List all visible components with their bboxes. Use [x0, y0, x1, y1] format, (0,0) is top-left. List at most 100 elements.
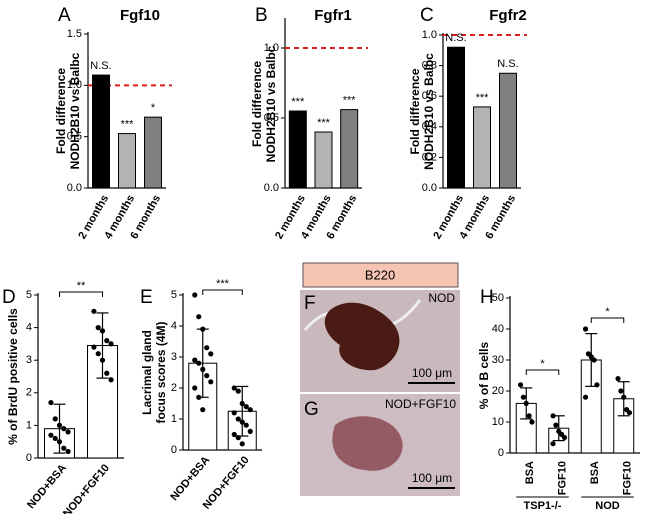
y-tick-label: 5	[171, 289, 177, 301]
annotation: ***	[121, 118, 135, 130]
bar	[118, 133, 136, 189]
y-axis-label: NODH2B10 vs Balbc	[68, 52, 82, 169]
data-point	[104, 338, 110, 344]
data-point	[95, 351, 101, 357]
y-tick-label: 0.6	[422, 90, 437, 102]
bar	[447, 46, 465, 189]
y-tick-label: 0.0	[422, 182, 437, 194]
data-point	[235, 388, 241, 394]
data-point	[247, 407, 253, 413]
data-point	[615, 376, 621, 382]
y-tick-label: 0.0	[67, 182, 82, 194]
y-tick-label: 1.0	[422, 29, 437, 41]
y-axis-label: % of B cells	[477, 342, 491, 410]
data-point	[520, 394, 526, 400]
panel-letter: C	[420, 5, 434, 26]
data-point	[95, 325, 101, 331]
panel-letter: A	[58, 5, 71, 26]
data-point	[52, 435, 58, 442]
data-point	[204, 345, 210, 351]
chart-title: Fgfr2	[489, 7, 527, 24]
y-tick-label: 4	[171, 320, 177, 332]
y-tick-label: 0.8	[422, 60, 437, 72]
scale-bar-label: 100 μm	[412, 471, 452, 485]
data-point	[99, 357, 106, 363]
data-point	[91, 308, 97, 314]
y-tick-label: 1.0	[264, 42, 279, 54]
bar	[92, 74, 110, 189]
annotation: N.S.	[445, 32, 466, 44]
x-tick-label: FGF10	[557, 461, 569, 495]
data-point	[550, 441, 556, 447]
data-point	[231, 410, 237, 416]
data-point	[239, 441, 245, 447]
x-tick-label: BSA	[524, 461, 536, 484]
data-point	[618, 388, 624, 394]
y-tick-label: 1	[171, 413, 177, 425]
panel-letter: B	[255, 5, 268, 26]
error-bar	[53, 403, 66, 454]
y-tick-label: 2	[26, 387, 32, 399]
y-tick-label: 20	[492, 385, 504, 397]
annotation: ***	[476, 92, 490, 104]
data-point	[550, 413, 556, 419]
caption: NOD+FGF10	[385, 397, 456, 411]
panel-letter: H	[480, 287, 494, 308]
data-point	[200, 407, 206, 413]
data-point	[192, 357, 198, 363]
y-tick-label: 2	[171, 382, 177, 394]
y-axis-label: focus scores (4M)	[154, 321, 168, 423]
data-point	[626, 410, 633, 416]
significance-label: **	[77, 280, 86, 292]
data-point	[239, 419, 245, 425]
y-tick-label: 0.0	[264, 182, 279, 194]
annotation: *	[151, 102, 156, 114]
data-point	[591, 357, 597, 363]
data-point	[523, 400, 529, 406]
data-point	[196, 314, 202, 320]
data-point	[108, 341, 114, 347]
y-tick-label: 3	[26, 354, 32, 366]
y-axis-label: Lacrimal gland	[140, 330, 154, 415]
data-point	[243, 422, 249, 428]
y-tick-label: 5	[26, 289, 32, 301]
y-tick-label: 10	[492, 416, 504, 428]
chart-title: Fgfr1	[314, 7, 352, 24]
y-axis-label: NODH2B10 vs Balbc	[422, 53, 436, 170]
annotation: ***	[291, 96, 305, 108]
data-point	[204, 373, 210, 379]
annotation: N.S.	[90, 60, 111, 72]
header-box	[302, 262, 459, 288]
x-tick-label: BSA	[589, 461, 601, 484]
group-label: TSP1-/-	[524, 500, 562, 512]
data-point	[200, 326, 206, 332]
data-point	[192, 385, 198, 391]
data-point	[239, 400, 245, 407]
y-tick-label: 0.5	[264, 112, 279, 124]
data-point	[56, 422, 63, 428]
y-tick-label: 0	[26, 452, 32, 464]
y-axis-label: Fold difference	[408, 68, 422, 154]
data-point	[192, 292, 198, 298]
data-point	[561, 434, 568, 441]
y-tick-label: 1.5	[67, 28, 82, 40]
data-point	[621, 394, 627, 400]
bar	[473, 106, 491, 189]
y-axis-label: % of BrdU positive cells	[6, 308, 20, 445]
data-point	[247, 428, 253, 434]
data-point	[104, 370, 110, 376]
y-tick-label: 40	[492, 323, 504, 335]
data-point	[517, 382, 524, 388]
data-point	[65, 429, 71, 435]
chart-title: Fgf10	[120, 7, 160, 24]
data-point	[65, 448, 71, 455]
data-point	[231, 431, 237, 438]
data-point	[48, 399, 54, 406]
data-point	[582, 326, 589, 332]
bar	[144, 116, 162, 189]
y-tick-label: 1.0	[67, 79, 82, 91]
significance-label: *	[605, 306, 610, 318]
y-axis-label: Fold difference	[250, 61, 264, 147]
significance-bracket	[590, 317, 625, 323]
